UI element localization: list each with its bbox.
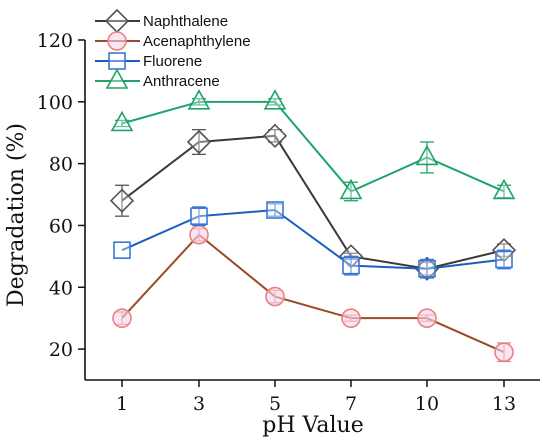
x-tick-label: 3 — [193, 393, 205, 415]
series-line — [121, 134, 505, 270]
legend-marker — [104, 8, 130, 34]
x-axis-ticks: 1 3 5 7 10 13 — [116, 380, 516, 415]
y-axis-ticks: 20 40 60 80 100 120 — [37, 30, 85, 361]
data-point — [418, 259, 436, 278]
data-point — [263, 89, 287, 110]
legend-marker — [108, 52, 126, 70]
data-point — [342, 256, 360, 275]
data-point — [266, 201, 284, 219]
series-line — [121, 100, 505, 193]
x-axis-title: pH Value — [262, 413, 363, 438]
legend-marker — [105, 68, 129, 89]
data-point — [189, 224, 209, 245]
x-tick-label: 10 — [415, 393, 439, 415]
legend-item: Naphthalene — [95, 8, 228, 34]
data-point — [110, 110, 134, 132]
legend-label: Naphthalene — [143, 13, 228, 30]
data-point — [190, 207, 208, 225]
y-tick-label: 40 — [49, 277, 73, 299]
legend: Naphthalene Acenaphthylene Fluorene Anthrac… — [95, 8, 251, 90]
series-layer — [109, 89, 517, 363]
data-point — [112, 308, 132, 328]
series-anthracene — [110, 89, 516, 202]
x-tick-label: 5 — [269, 393, 281, 415]
series-line — [121, 208, 505, 270]
data-point — [265, 286, 285, 307]
legend-label: Anthracene — [143, 73, 220, 90]
y-tick-label: 60 — [49, 215, 73, 237]
y-tick-label: 20 — [49, 339, 73, 361]
data-point — [417, 308, 437, 328]
legend-item: Anthracene — [95, 68, 220, 90]
data-point — [109, 188, 135, 213]
plot-area — [84, 40, 540, 381]
data-point — [492, 178, 516, 200]
data-point — [341, 308, 361, 328]
y-tick-label: 100 — [37, 92, 73, 114]
y-axis-title: Degradation (%) — [4, 123, 29, 307]
data-point — [113, 241, 131, 259]
legend-marker — [107, 31, 127, 51]
series-fluorene — [113, 201, 513, 279]
legend-label: Fluorene — [143, 53, 202, 70]
x-tick-label: 7 — [345, 393, 357, 415]
y-tick-label: 80 — [49, 154, 73, 176]
series-line — [121, 233, 505, 354]
legend-item: Fluorene — [95, 52, 202, 70]
data-point — [495, 250, 513, 269]
data-point — [415, 144, 439, 166]
data-point — [494, 342, 514, 362]
y-tick-label: 120 — [37, 30, 73, 52]
x-tick-label: 1 — [116, 393, 128, 415]
legend-item: Acenaphthylene — [95, 31, 251, 51]
data-point — [187, 89, 211, 110]
data-point — [186, 129, 212, 155]
x-tick-label: 13 — [492, 393, 516, 415]
legend-label: Acenaphthylene — [143, 33, 251, 50]
data-point — [262, 123, 288, 148]
series-acenaphthylene — [112, 224, 514, 363]
data-point — [339, 178, 363, 200]
